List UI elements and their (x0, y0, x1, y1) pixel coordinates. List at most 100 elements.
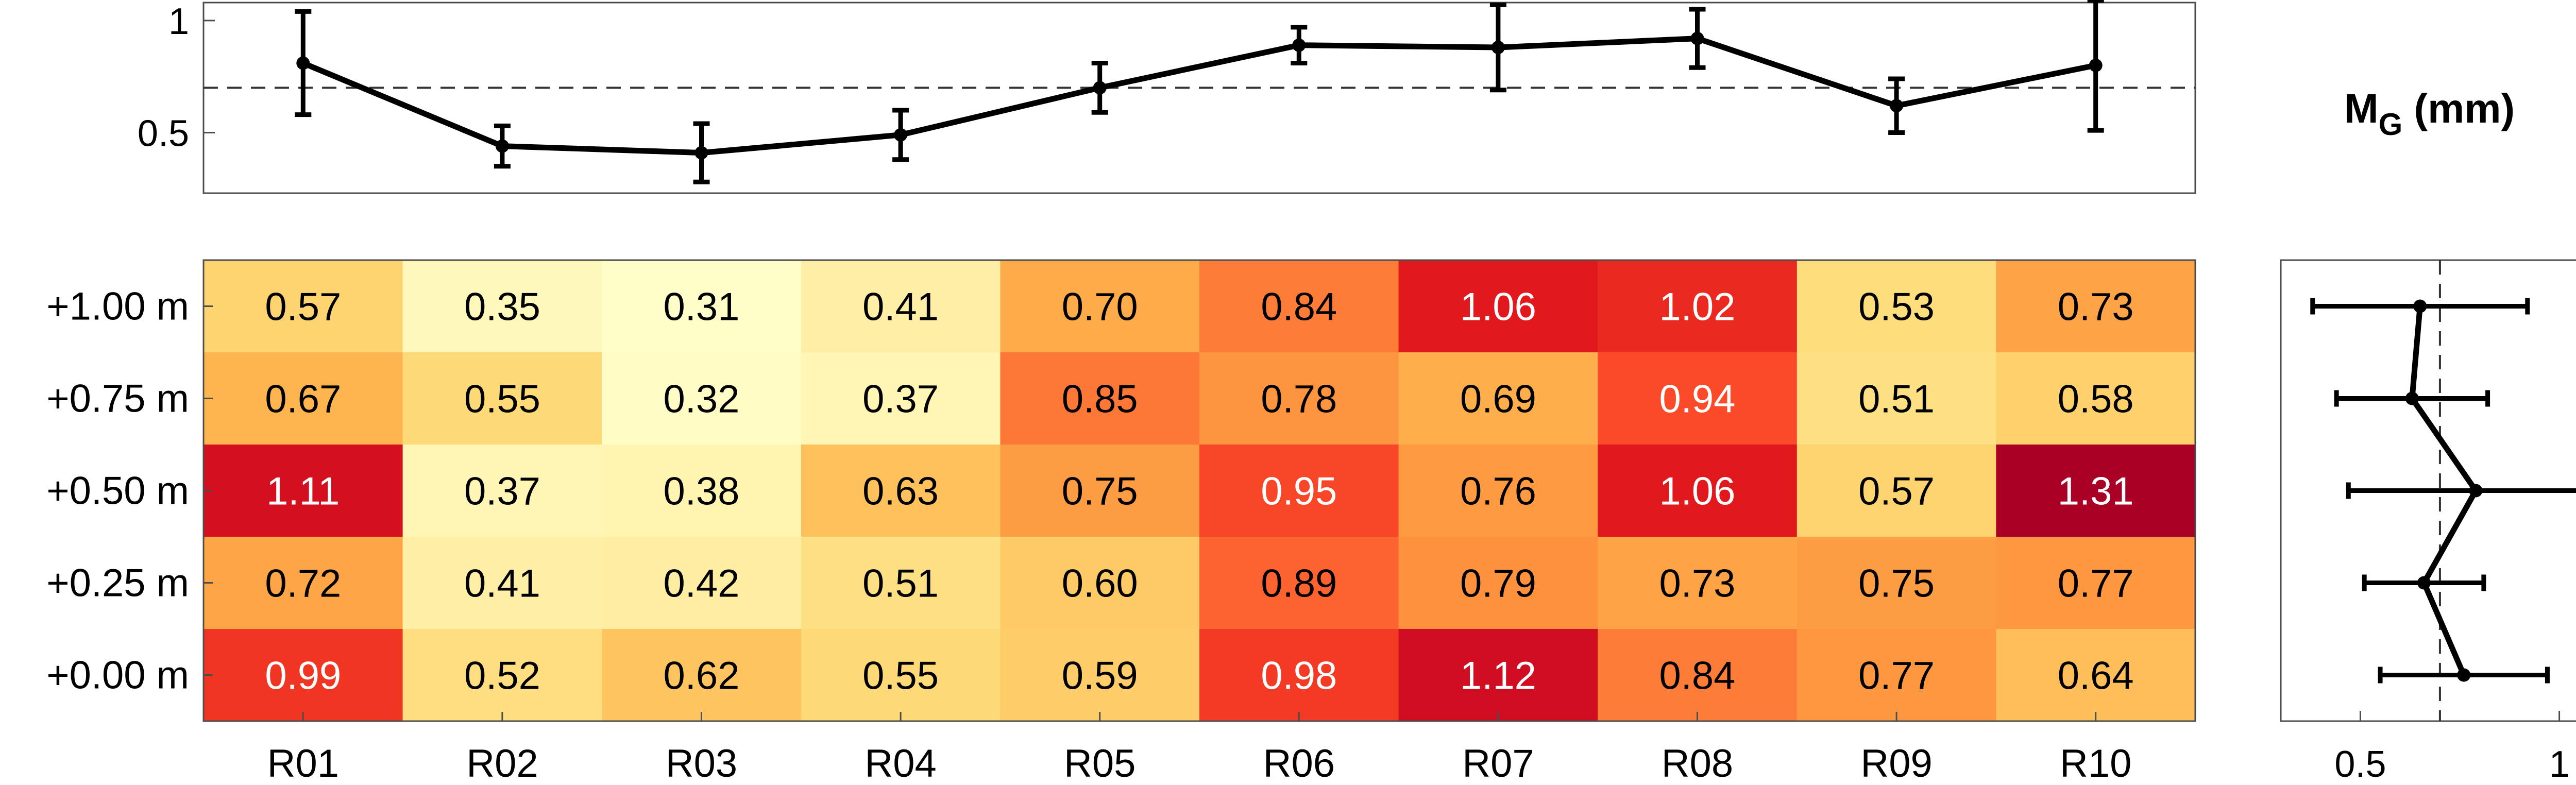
mg-label: MG (mm) (2344, 86, 2515, 142)
cell-value-label: 0.51 (1858, 378, 1935, 421)
cell-value-label: 0.41 (862, 285, 939, 329)
heatmap-cell (1199, 445, 1399, 537)
heatmap-cell (402, 629, 602, 722)
heatmap-cell (602, 445, 802, 537)
heatmap-cell (602, 629, 802, 722)
cell-value-label: 1.06 (1659, 470, 1736, 514)
cell-value-label: 0.75 (1062, 470, 1138, 514)
top-mean-point (296, 56, 310, 70)
column-label: R09 (1860, 742, 1932, 785)
heatmap-cell (602, 352, 802, 445)
top-mean-point (1093, 81, 1107, 95)
row-label: +1.00 m (46, 285, 189, 329)
cell-value-label: 0.32 (664, 378, 740, 421)
cell-value-label: 0.63 (862, 470, 939, 514)
top-mean-point (495, 139, 509, 153)
right-mean-point (2469, 484, 2483, 498)
top-y-tick-label: 1 (168, 1, 189, 42)
cell-value-label: 1.11 (266, 470, 340, 514)
heatmap-cell (801, 445, 1001, 537)
heatmap-cell (1199, 260, 1399, 353)
cell-value-label: 0.84 (1659, 654, 1736, 698)
heatmap-cell (1398, 445, 1598, 537)
column-label: R04 (865, 742, 936, 785)
right-x-tick-label: 0.5 (2334, 744, 2386, 785)
heatmap-cell (1797, 260, 1996, 353)
cell-value-label: 0.52 (464, 654, 540, 698)
cell-value-label: 0.62 (664, 654, 740, 698)
cell-value-label: 0.41 (464, 562, 540, 606)
heatmap-cell (1000, 260, 1200, 353)
cell-value-label: 0.38 (664, 470, 740, 514)
heatmap-cell (204, 537, 403, 629)
heatmap-cell (1598, 352, 1798, 445)
cell-value-label: 0.95 (1261, 470, 1337, 514)
cell-value-label: 0.60 (1062, 562, 1138, 606)
right-mean-point (2417, 576, 2431, 590)
heatmap-cell (204, 260, 403, 353)
heatmap-cell (1996, 629, 2196, 722)
heatmap-cell (1000, 352, 1200, 445)
heatmap-cell (1996, 537, 2196, 629)
heatmap-cell (801, 352, 1001, 445)
heatmap-cell (602, 537, 802, 629)
right-panel-frame (2280, 259, 2576, 722)
row-label: +0.50 m (46, 469, 189, 513)
cell-value-label: 0.31 (664, 285, 740, 329)
heatmap-cell (204, 629, 403, 722)
heatmap-cell (204, 445, 403, 537)
column-label: R03 (666, 742, 737, 785)
cell-value-label: 0.77 (2058, 562, 2134, 606)
top-mean-point (1890, 99, 1904, 113)
cell-value-label: 1.06 (1460, 285, 1536, 329)
top-mean-point (694, 146, 708, 160)
cell-value-label: 1.31 (2058, 470, 2134, 514)
heatmap-cell (1000, 629, 1200, 722)
heatmap-cell (1598, 260, 1798, 353)
column-label: R10 (2060, 742, 2131, 785)
column-label: R07 (1462, 742, 1534, 785)
heatmap-cell (402, 537, 602, 629)
right-mean-point (2405, 391, 2419, 405)
heatmap-cell (1398, 629, 1598, 722)
heatmap-cell (801, 260, 1001, 353)
top-panel-frame (202, 2, 2196, 194)
cell-value-label: 0.75 (1858, 562, 1935, 606)
row-label: +0.00 m (46, 654, 189, 697)
heatmap-cell (402, 445, 602, 537)
heatmap-cell (1797, 352, 1996, 445)
heatmap-cell (801, 629, 1001, 722)
heatmap-cell (602, 260, 802, 353)
cell-value-label: 0.76 (1460, 470, 1536, 514)
cell-value-label: 0.64 (2058, 654, 2134, 698)
heatmap-cell (1398, 537, 1598, 629)
cell-value-label: 0.51 (862, 562, 939, 606)
cell-value-label: 0.72 (265, 562, 341, 606)
cell-value-label: 1.02 (1659, 285, 1736, 329)
heatmap-cell (1996, 352, 2196, 445)
heatmap-cell (1996, 260, 2196, 353)
top-mean-point (2089, 58, 2103, 72)
cell-value-label: 0.84 (1261, 285, 1337, 329)
column-label: R02 (466, 742, 538, 785)
cell-value-label: 0.67 (265, 378, 341, 421)
heatmap-cell (1398, 260, 1598, 353)
top-y-tick-label: 0.5 (138, 113, 189, 154)
top-mean-point (1292, 38, 1306, 52)
top-mean-line (302, 36, 2096, 156)
right-x-tick-label: 1 (2549, 744, 2570, 785)
heatmap-panel: 0.57 0.35 0.31 0.41 0.70 0.84 1.06 1.02 0.53 0.73… (46, 259, 2196, 785)
row-label: +0.25 m (46, 561, 189, 605)
heatmap-cell (1598, 629, 1798, 722)
cell-value-label: 0.57 (265, 285, 341, 329)
cell-value-label: 0.70 (1062, 285, 1138, 329)
top-mean-point (1491, 41, 1505, 55)
heatmap-cell (1797, 445, 1996, 537)
cell-value-label: 0.55 (464, 378, 540, 421)
right-mean-point (2457, 668, 2471, 682)
cell-value-label: 0.99 (265, 654, 341, 698)
heatmap-cell (1398, 352, 1598, 445)
top-mean-point (1690, 31, 1704, 45)
column-label: R08 (1662, 742, 1733, 785)
cell-value-label: 1.12 (1460, 654, 1536, 698)
